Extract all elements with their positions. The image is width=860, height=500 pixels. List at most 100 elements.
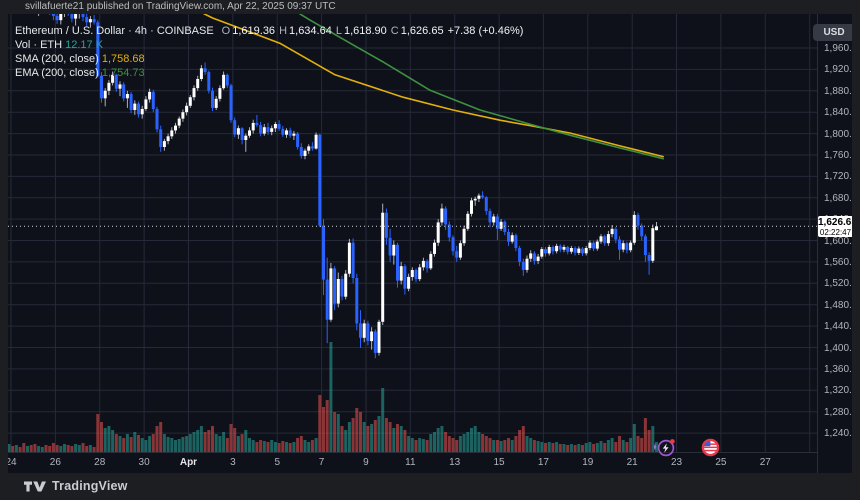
volume-bar [236,436,240,452]
candle-body [218,88,222,99]
volume-bar [140,438,144,452]
price-tick-label: 1,800.00 [824,128,852,140]
chart-panel: Ethereum / U.S. Dollar · 4h · COINBASE O 1… [8,14,852,473]
candle-body [133,103,137,110]
volume-bar [599,441,603,452]
volume-bar [481,434,485,452]
candle-body [629,242,633,251]
sma200-line [203,14,665,158]
candle-body [647,255,651,261]
volume-bar [155,426,159,452]
volume-bar [325,400,329,452]
volume-bar [536,441,540,452]
time-tick-label: 25 [715,457,727,468]
volume-bar [281,441,285,452]
ema-legend-row[interactable]: EMA (200, close) 1,754.73 [15,67,145,79]
time-axis[interactable]: 24 26 28 30 Apr 3 5 7 9 11 13 15 17 19 21 23 25 27 [8,452,852,473]
candle-body [566,247,570,252]
event-marker[interactable] [649,438,679,463]
candle-body [606,234,610,244]
candle-body [488,211,492,223]
volume-bar [196,430,200,452]
volume-bar [407,436,411,452]
candle-body [347,242,351,274]
volume-bar [388,422,392,452]
volume-bar [581,445,584,452]
candle-body [118,84,122,89]
time-tick-label: 17 [537,457,549,468]
candle-body [399,266,403,281]
volume-bar [277,443,281,452]
volume-bar [251,440,255,452]
volume-bar [296,438,300,452]
candle-body [466,213,470,229]
volume-bar [566,445,570,452]
volume-bar [510,440,514,452]
tradingview-brand[interactable]: TradingView [24,478,128,494]
volume-bar [18,447,22,452]
time-tick-label: 3 [230,457,236,468]
volume-bar [507,438,510,452]
volume-bar [244,430,248,452]
volume-bar [525,436,529,452]
us-economic-event-marker[interactable] [701,438,720,462]
candle-body [425,260,429,269]
volume-bar [614,442,618,452]
candle-body [122,84,126,99]
volume-bar [351,418,355,452]
volume-bar [262,441,266,452]
price-tick-label: 1,280.00 [824,406,852,418]
candle-body [599,236,603,242]
volume-bar [214,434,218,452]
volume-bar [159,422,163,452]
currency-button[interactable]: USD [813,24,852,41]
price-pane[interactable] [8,14,817,452]
candle-body [51,14,55,16]
time-tick-label: 9 [363,457,369,468]
price-tick-label: 1,680.00 [824,192,852,204]
candle-body [481,195,485,198]
candle-body [333,268,337,304]
candle-body [266,127,270,132]
price-axis[interactable]: USD 1,626.65 02:22:47 1,960.00 1,920.00 1,… [813,14,852,473]
candle-body [329,268,333,320]
candle-body [188,97,192,106]
sma-legend-row[interactable]: SMA (200, close) 1,758.68 [15,53,145,65]
candle-body [140,109,144,115]
volume-bar [606,440,610,452]
volume-bar [259,440,263,452]
time-tick-label: 13 [449,457,461,468]
candle-body [529,253,533,259]
price-tick-label: 1,560.00 [824,256,852,268]
volume-bar [547,442,551,452]
volume-bar [26,446,29,452]
candle-body [603,236,607,244]
volume-bar [118,436,122,452]
volume-bar [218,436,222,452]
candle-body [166,136,170,142]
volume-bar [307,442,311,452]
volume-bar [392,428,396,452]
symbol-legend-row[interactable]: Ethereum / U.S. Dollar · 4h · COINBASE O 1… [15,24,525,38]
volume-bar [174,440,177,452]
price-tick-label: 1,240.00 [824,428,852,440]
volume-bar [181,437,185,452]
notification-dot-icon [670,439,675,444]
candle-body [55,15,59,21]
volume-legend-row[interactable]: Vol · ETH 12.17 K [15,39,104,51]
candle-body [148,91,152,100]
candle-body [407,276,411,289]
volume-bar [92,447,96,452]
volume-bar [440,426,444,452]
ohlc-values: O 1,619.36 H 1,634.64 L 1,618.90 C 1,626.65 +7.3… [221,25,524,37]
volume-bar [577,444,581,452]
candle-body [592,242,596,249]
candle-body [325,279,329,320]
volume-bar [588,442,592,452]
volume-bar [544,443,547,452]
volume-bar [188,434,192,452]
candle-body [199,68,203,79]
candle-body [370,331,374,342]
candle-body [259,125,263,134]
volume-bar [144,440,148,452]
